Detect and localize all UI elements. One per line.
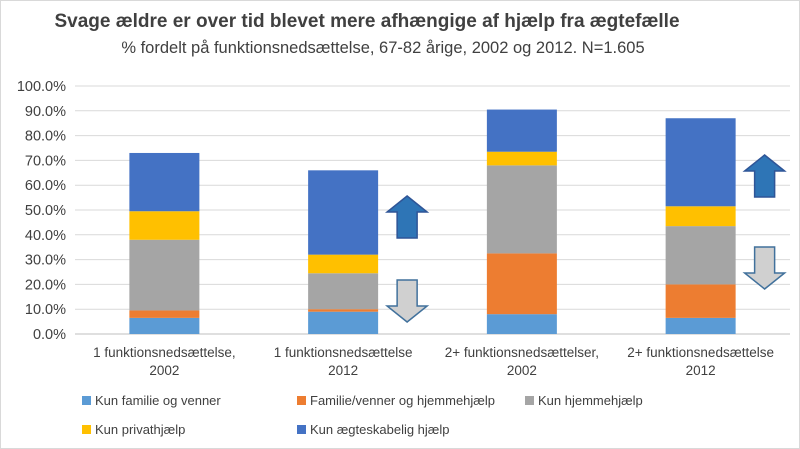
bar-segment [308, 254, 379, 274]
y-tick-label: 60.0% [25, 178, 66, 194]
bar-segment [486, 109, 557, 152]
bar-segment [665, 284, 736, 318]
trend-arrows [384, 154, 787, 323]
legend-swatch [297, 396, 306, 405]
bar-segment [665, 206, 736, 227]
y-tick-label: 50.0% [25, 203, 66, 219]
y-tick-label: 90.0% [25, 104, 66, 120]
bar-segment [308, 170, 379, 255]
y-axis: 0.0% 10.0% 20.0% 30.0% 40.0% 50.0% 60.0% 70.0% 8… [17, 79, 66, 343]
y-tick-label: 100.0% [17, 79, 66, 95]
bar-segment [665, 226, 736, 285]
x-axis: 1 funktionsnedsættelse, 2002 1 funktionsne… [93, 345, 774, 378]
legend-swatch [82, 396, 91, 405]
x-tick-label: 2002 [149, 363, 179, 378]
y-tick-label: 0.0% [33, 327, 66, 343]
bar-segment [308, 273, 379, 310]
legend-swatch [82, 425, 91, 434]
bars [129, 109, 736, 334]
bar-segment [486, 151, 557, 166]
legend-label: Kun familie og venner [95, 393, 221, 408]
bar-segment [308, 309, 379, 312]
y-tick-label: 40.0% [25, 228, 66, 244]
x-tick-label: 2012 [328, 363, 358, 378]
bar-segment [665, 118, 736, 207]
legend-label: Familie/venner og hjemmehjælp [310, 393, 495, 408]
bar-segment [486, 253, 557, 315]
x-tick-label: 2002 [507, 363, 537, 378]
bar-segment [129, 211, 200, 240]
legend: Kun familie og venner Familie/venner og h… [82, 393, 643, 437]
arrow-up-icon [384, 195, 430, 239]
arrow-down-icon [384, 279, 430, 323]
chart-title: Svage ældre er over tid blevet mere afhæ… [54, 11, 679, 32]
bar-segment [129, 310, 200, 318]
legend-label: Kun privathjælp [95, 422, 185, 437]
x-tick-label: 2+ funktionsnedsættelser, [445, 345, 599, 360]
y-tick-label: 80.0% [25, 129, 66, 145]
arrow-up-icon [742, 154, 787, 198]
x-tick-label: 2012 [686, 363, 716, 378]
legend-swatch [297, 425, 306, 434]
bar-segment [308, 311, 379, 334]
bar-segment [129, 152, 200, 212]
y-tick-label: 30.0% [25, 253, 66, 269]
bar-segment [665, 317, 736, 334]
x-tick-label: 2+ funktionsnedsættelse [627, 345, 774, 360]
chart-subtitle: % fordelt på funktionsnedsættelse, 67-82… [121, 39, 644, 57]
legend-label: Kun ægteskabelig hjælp [310, 422, 449, 437]
y-tick-label: 70.0% [25, 153, 66, 169]
y-tick-label: 10.0% [25, 302, 66, 318]
x-tick-label: 1 funktionsnedsættelse [274, 345, 413, 360]
legend-swatch [525, 396, 534, 405]
bar-segment [486, 314, 557, 334]
bar-segment [129, 317, 200, 334]
y-tick-label: 20.0% [25, 277, 66, 293]
legend-label: Kun hjemmehjælp [538, 393, 643, 408]
bar-segment [486, 165, 557, 254]
bar-segment [129, 239, 200, 311]
x-tick-label: 1 funktionsnedsættelse, [93, 345, 236, 360]
arrow-down-icon [742, 246, 787, 290]
